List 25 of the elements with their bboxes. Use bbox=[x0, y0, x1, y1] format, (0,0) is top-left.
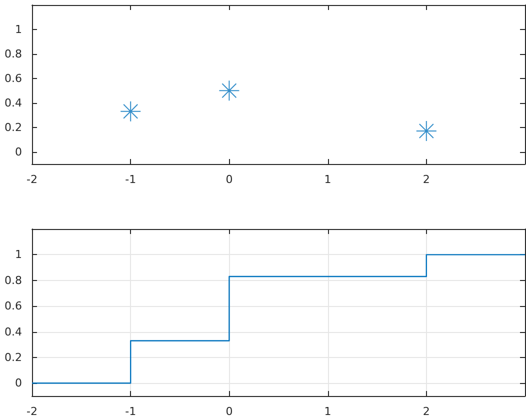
y-tick-label: 0.4 bbox=[4, 96, 22, 110]
x-tick-label: -2 bbox=[26, 405, 38, 418]
point bbox=[416, 120, 437, 142]
y-tick-label: 0 bbox=[15, 145, 22, 158]
point bbox=[218, 80, 240, 102]
y-tick-label: 0.2 bbox=[4, 120, 22, 134]
y-tick-label: 0.6 bbox=[4, 72, 22, 85]
y-tick-label: 1 bbox=[15, 248, 22, 262]
x-tick-label: 1 bbox=[324, 173, 332, 186]
point bbox=[120, 100, 142, 122]
y-tick-label: 0.8 bbox=[4, 47, 22, 60]
y-tick-label: 0 bbox=[15, 376, 22, 390]
y-tick-label: 0.6 bbox=[4, 300, 22, 313]
y-tick-label: 0.2 bbox=[4, 350, 22, 364]
x-tick-label: -2 bbox=[26, 173, 38, 186]
x-tick-label: 1 bbox=[324, 405, 332, 418]
x-tick-label: -1 bbox=[125, 405, 136, 418]
y-tick-label: 0.8 bbox=[4, 274, 22, 287]
y-tick-label: 0.4 bbox=[4, 325, 22, 338]
x-tick-label: 0 bbox=[226, 173, 233, 186]
x-tick-label: -1 bbox=[125, 173, 136, 186]
x-tick-label: 0 bbox=[226, 405, 233, 418]
x-tick-label: 2 bbox=[422, 173, 430, 186]
x-tick-label: 2 bbox=[422, 405, 430, 418]
y-tick-label: 1 bbox=[15, 22, 22, 36]
